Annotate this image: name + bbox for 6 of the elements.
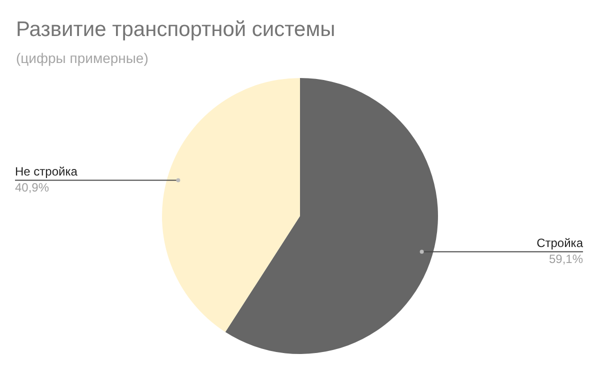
slice-label: Не стройка	[15, 164, 78, 179]
data-label: 40,9%	[15, 180, 50, 195]
slice-label: Стройка	[536, 236, 584, 250]
data-label: 59,1%	[548, 252, 584, 266]
chart-title: Развитие транспортной системы	[16, 18, 336, 42]
chart-subtitle: (цифры примерные)	[16, 50, 148, 66]
